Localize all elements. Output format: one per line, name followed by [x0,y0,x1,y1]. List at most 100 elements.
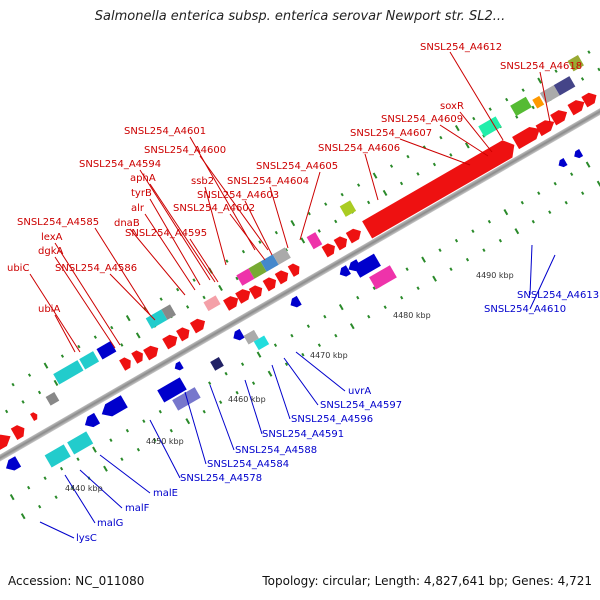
gene-label-a4578[interactable]: SNSL254_A4578 [180,473,262,484]
gene-label-a4602[interactable]: SNSL254_A4602 [173,203,255,214]
gene-feature[interactable] [44,444,71,468]
gene-feature[interactable] [339,200,357,217]
gene-feature[interactable] [572,149,584,160]
gene-feature[interactable] [210,357,224,371]
gene-feature[interactable] [161,304,176,320]
gene-feature[interactable] [131,348,146,364]
gene-feature[interactable] [203,295,221,312]
gene-label-a4586[interactable]: SNSL254_A4586 [55,263,137,274]
gene-feature[interactable] [145,309,168,329]
gene-feature[interactable] [248,283,265,300]
gene-feature[interactable] [321,241,338,258]
gene-feature[interactable] [581,90,599,108]
gene-feature[interactable] [236,268,255,286]
gene-label-a4610[interactable]: SNSL254_A4610 [484,304,566,315]
gene-feature[interactable] [369,265,397,290]
gene-feature[interactable] [119,355,134,371]
gene-feature[interactable] [82,412,101,430]
gene-label-a4603[interactable]: SNSL254_A4603 [197,190,279,201]
gene-feature[interactable] [176,325,192,342]
gene-feature[interactable] [362,136,519,239]
gene-feature[interactable] [253,335,270,351]
gene-feature[interactable] [96,341,117,360]
gene-feature[interactable] [79,351,100,370]
gene-label-alr[interactable]: alr [131,203,145,214]
gene-feature[interactable] [53,360,84,385]
gene-label-a4596[interactable]: SNSL254_A4596 [291,414,373,425]
gene-feature[interactable] [567,97,588,116]
gene-feature[interactable] [567,55,584,72]
gene-label-a4601[interactable]: SNSL254_A4601 [124,126,206,137]
gene-feature[interactable] [272,247,291,265]
gene-feature[interactable] [3,456,22,473]
gene-feature[interactable] [143,343,161,361]
gene-feature[interactable] [557,158,568,169]
gene-label-a4597[interactable]: SNSL254_A4597 [320,400,402,411]
gene-feature[interactable] [535,117,558,137]
gene-label-a4609[interactable]: SNSL254_A4609 [381,114,463,125]
gene-label-dnab[interactable]: dnaB [114,218,140,229]
gene-label-a4618[interactable]: SNSL254_A4618 [500,61,582,72]
gene-feature[interactable] [189,316,208,334]
gene-feature[interactable] [553,76,576,96]
gene-feature[interactable] [98,395,128,420]
gene-feature[interactable] [10,423,28,440]
gene-feature[interactable] [173,361,184,372]
gene-feature[interactable] [262,275,279,292]
gene-feature[interactable] [248,261,267,279]
gene-label-a4585[interactable]: SNSL254_A4585 [17,217,99,228]
gene-feature[interactable] [223,293,241,311]
gene-label-ssb2[interactable]: ssb2 [191,176,214,187]
gene-feature[interactable] [510,96,532,117]
gene-label-apha[interactable]: aphA [130,173,156,184]
gene-feature[interactable] [231,328,245,343]
gene-label-lysc[interactable]: lysC [76,533,97,544]
gene-label-a4595[interactable]: SNSL254_A4595 [125,228,207,239]
gene-feature[interactable] [288,295,302,310]
gene-feature[interactable] [512,123,543,150]
gene-feature[interactable] [45,392,60,406]
gene-label-ubic[interactable]: ubiC [7,263,29,274]
gene-label-soxr[interactable]: soxR [440,101,464,112]
gene-label-malg[interactable]: malG [97,518,123,529]
gene-feature[interactable] [550,107,570,126]
gene-label-ubia[interactable]: ubiA [38,304,60,315]
gene-label-a4584[interactable]: SNSL254_A4584 [207,459,289,470]
gene-feature[interactable] [287,261,303,277]
gene-feature[interactable] [67,431,94,455]
gene-label-malf[interactable]: malF [125,503,150,514]
gene-label-a4607[interactable]: SNSL254_A4607 [350,128,432,139]
gene-feature[interactable] [0,431,14,452]
gene-feature[interactable] [274,268,291,285]
gene-feature[interactable] [306,232,323,250]
gene-feature[interactable] [172,387,201,411]
gene-feature[interactable] [478,116,502,137]
gene-feature[interactable] [30,411,39,422]
gene-label-uvra[interactable]: uvrA [348,386,371,397]
gene-feature[interactable] [260,254,279,272]
gene-label-a4605[interactable]: SNSL254_A4605 [256,161,338,172]
gene-feature[interactable] [162,332,180,350]
gene-label-a4604[interactable]: SNSL254_A4604 [227,176,309,187]
gene-feature[interactable] [345,226,364,244]
gene-feature[interactable] [337,265,351,279]
gene-label-a4591[interactable]: SNSL254_A4591 [262,429,344,440]
gene-feature[interactable] [235,286,253,304]
gene-label-a4612[interactable]: SNSL254_A4612 [420,42,502,53]
gene-label-lexa[interactable]: lexA [41,232,63,243]
gene-label-male[interactable]: malE [153,488,178,499]
gene-label-dgka[interactable]: dgkA [38,246,63,257]
gene-label-a4600[interactable]: SNSL254_A4600 [144,145,226,156]
gene-feature[interactable] [333,234,350,251]
tick-dot [202,409,206,414]
gene-feature[interactable] [157,377,187,403]
gene-feature[interactable] [243,329,259,345]
gene-feature[interactable] [532,95,545,109]
gene-feature[interactable] [353,253,381,278]
gene-label-tyrb[interactable]: tyrB [131,188,152,199]
gene-label-a4606[interactable]: SNSL254_A4606 [318,143,400,154]
gene-label-a4588[interactable]: SNSL254_A4588 [235,445,317,456]
gene-feature[interactable] [539,85,560,104]
gene-label-a4594[interactable]: SNSL254_A4594 [79,159,161,170]
gene-label-a4613[interactable]: SNSL254_A4613 [517,290,599,301]
